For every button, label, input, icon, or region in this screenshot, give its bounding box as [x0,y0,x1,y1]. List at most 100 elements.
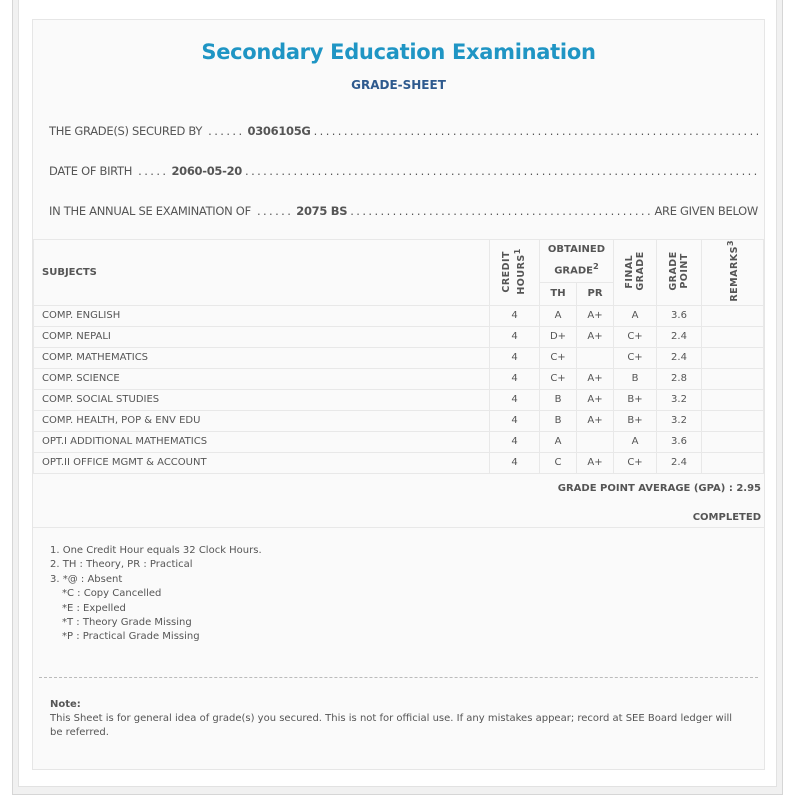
cell-gp: 2.4 [656,325,702,348]
cell-final: C+ [613,325,657,348]
divider [33,527,764,528]
gpa-value: 2.95 [736,483,761,494]
cell-remarks [701,304,764,327]
table-row: OPT.I ADDITIONAL MATHEMATICS 4 A A 3.6 [33,430,764,453]
header-remarks: REMARKS3 [701,239,764,306]
cell-final: C+ [613,451,657,474]
page-title: Secondary Education Examination [201,40,596,64]
cell-ch: 4 [489,346,540,369]
header-obtained-grade: OBTAINED GRADE2 [539,239,614,283]
cell-subject: COMP. SOCIAL STUDIES [33,388,490,411]
footnote: *E : Expelled [62,602,126,614]
header-final-grade: FINAL GRADE [613,239,657,306]
symbol-number: 0306105G [247,124,311,138]
cell-final: B+ [613,409,657,432]
page-subtitle: GRADE-SHEET [351,78,446,92]
header-grade-point: GRADE POINT [656,239,702,306]
disclaimer-note: Note: This Sheet is for general idea of … [50,698,744,740]
grade-sheet-panel: Secondary Education Examination GRADE-SH… [32,19,765,770]
cell-ch: 4 [489,430,540,453]
table-row: COMP. HEALTH, POP & ENV EDU 4 B A+ B+ 3.2 [33,409,764,432]
cell-gp: 3.6 [656,430,702,453]
header-pr: PR [576,281,614,306]
cell-th: C+ [539,346,577,369]
cell-subject: COMP. HEALTH, POP & ENV EDU [33,409,490,432]
footnote: *C : Copy Cancelled [62,588,162,600]
cell-gp: 2.4 [656,346,702,369]
footnote: 2. TH : Theory, PR : Practical [50,559,193,571]
cell-subject: COMP. SCIENCE [33,367,490,390]
cell-subject: COMP. MATHEMATICS [33,346,490,369]
secured-by-line: THE GRADE(S) SECURED BY ...... 0306105G … [49,124,758,138]
footnotes: 1. One Credit Hour equals 32 Clock Hours… [50,544,262,645]
cell-gp: 3.2 [656,388,702,411]
header-th: TH [539,281,577,306]
table-row: COMP. SCIENCE 4 C+ A+ B 2.8 [33,367,764,390]
table-row: COMP. ENGLISH 4 A A+ A 3.6 [33,304,764,327]
cell-ch: 4 [489,409,540,432]
dob-line: DATE OF BIRTH ..... 2060-05-20 .........… [49,164,758,178]
grades-table: SUBJECTS CREDIT HOURS1 OBTAINED GRADE2 F… [33,239,764,474]
cell-th: D+ [539,325,577,348]
cell-final: A [613,430,657,453]
exam-label: IN THE ANNUAL SE EXAMINATION OF [49,204,251,218]
footnote: 1. One Credit Hour equals 32 Clock Hours… [50,545,262,556]
cell-remarks [701,451,764,474]
cell-gp: 2.4 [656,451,702,474]
cell-final: B [613,367,657,390]
cell-subject: OPT.I ADDITIONAL MATHEMATICS [33,430,490,453]
footnote: 3. *@ : Absent [50,573,123,585]
cell-pr: A+ [576,325,614,348]
cell-ch: 4 [489,325,540,348]
cell-gp: 3.6 [656,304,702,327]
cell-remarks [701,325,764,348]
cell-ch: 4 [489,304,540,327]
cell-th: A [539,430,577,453]
cell-final: C+ [613,346,657,369]
cell-pr [576,430,614,453]
exam-suffix: ARE GIVEN BELOW [654,204,758,218]
cell-ch: 4 [489,451,540,474]
cell-th: C [539,451,577,474]
cell-pr: A+ [576,409,614,432]
cell-th: C+ [539,367,577,390]
cell-remarks [701,346,764,369]
cell-th: B [539,409,577,432]
exam-year: 2075 BS [296,204,348,218]
cell-pr: A+ [576,304,614,327]
cell-remarks [701,367,764,390]
cell-final: A [613,304,657,327]
note-label: Note: [50,699,81,710]
cell-pr: A+ [576,367,614,390]
table-row: COMP. NEPALI 4 D+ A+ C+ 2.4 [33,325,764,348]
footnote: *P : Practical Grade Missing [62,631,200,643]
exam-line: IN THE ANNUAL SE EXAMINATION OF ...... 2… [49,204,758,218]
gpa: GRADE POINT AVERAGE (GPA) : 2.95 [557,483,761,494]
cell-subject: COMP. NEPALI [33,325,490,348]
cell-gp: 2.8 [656,367,702,390]
date-of-birth: 2060-05-20 [171,164,243,178]
table-row: COMP. MATHEMATICS 4 C+ C+ 2.4 [33,346,764,369]
footnote: *T : Theory Grade Missing [62,617,192,629]
table-row: OPT.II OFFICE MGMT & ACCOUNT 4 C A+ C+ 2.4 [33,451,764,474]
cell-pr [576,346,614,369]
table-row: COMP. SOCIAL STUDIES 4 B A+ B+ 3.2 [33,388,764,411]
cell-subject: COMP. ENGLISH [33,304,490,327]
cell-remarks [701,388,764,411]
cell-remarks [701,430,764,453]
cell-ch: 4 [489,388,540,411]
header-credit-hours: CREDIT HOURS1 [489,239,540,306]
cell-gp: 3.2 [656,409,702,432]
dob-label: DATE OF BIRTH [49,164,133,178]
cell-ch: 4 [489,367,540,390]
result-status: COMPLETED [692,512,761,523]
cell-pr: A+ [576,451,614,474]
cell-th: B [539,388,577,411]
header-subjects: SUBJECTS [33,239,490,306]
cell-subject: OPT.II OFFICE MGMT & ACCOUNT [33,451,490,474]
note-text: This Sheet is for general idea of grade(… [50,713,733,738]
cell-pr: A+ [576,388,614,411]
dashed-divider [39,677,758,678]
secured-by-label: THE GRADE(S) SECURED BY [49,124,203,138]
cell-th: A [539,304,577,327]
